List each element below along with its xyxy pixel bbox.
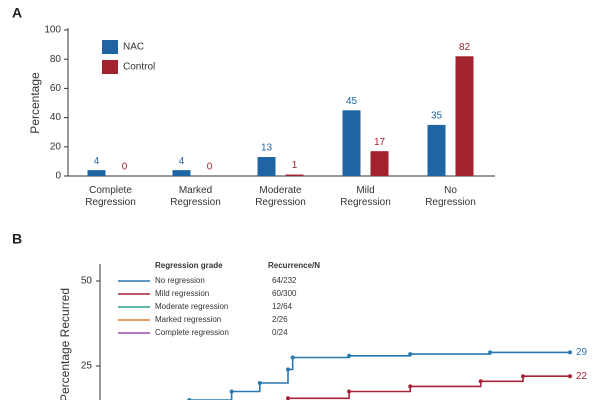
bar: [285, 174, 304, 176]
x-tick-label: Complete Regression: [85, 185, 136, 208]
y-tick-label: 80: [50, 54, 62, 65]
panel-label: A: [12, 5, 22, 21]
y-tick-label: 50: [81, 276, 93, 287]
bar: [257, 157, 276, 176]
y-tick-label: 100: [44, 25, 61, 36]
y-axis-label: Percentage: [28, 72, 42, 134]
censor-point: [568, 350, 572, 355]
data-label: 35: [431, 111, 443, 122]
x-tick-label-line: Regression: [85, 197, 136, 208]
legend-swatch: [102, 40, 118, 54]
y-tick-label: 60: [50, 83, 62, 94]
x-tick-label: Mild Regression: [340, 185, 391, 208]
data-label: 17: [374, 137, 386, 148]
legend-label: Moderate regression: [155, 302, 228, 311]
legend-value: 0/24: [272, 328, 288, 337]
data-label: 0: [122, 162, 128, 173]
step-line: [189, 351, 570, 400]
panel-label: B: [12, 231, 22, 247]
censor-point: [347, 353, 352, 358]
x-tick-label-line: Mild: [356, 185, 374, 196]
legend-header: Recurrence/N: [268, 261, 320, 270]
y-tick-label: 25: [81, 361, 93, 372]
x-tick-label-line: No: [444, 185, 457, 196]
data-label: 82: [459, 42, 471, 53]
step-line: [288, 375, 570, 400]
censor-point: [568, 374, 572, 379]
data-label: 13: [261, 143, 273, 154]
legend-label: Control: [123, 62, 155, 73]
end-label: 22: [576, 371, 588, 382]
x-tick-label: Marked Regression: [170, 185, 221, 208]
censor-point: [257, 381, 262, 385]
x-tick-label-line: Regression: [170, 197, 221, 208]
censor-point: [408, 352, 413, 357]
data-label: 45: [346, 96, 358, 107]
x-tick-label-line: Regression: [340, 197, 391, 208]
x-tick-label-line: Regression: [425, 197, 476, 208]
x-tick-label-line: Regression: [255, 197, 306, 208]
y-tick-label: 40: [50, 112, 62, 123]
data-label: 4: [94, 156, 100, 167]
legend-value: 2/26: [272, 315, 288, 324]
legend-label: Mild regression: [155, 289, 209, 298]
legend-label: No regression: [155, 276, 205, 285]
censor-point: [286, 367, 290, 372]
censor-point: [521, 374, 525, 379]
legend-label: NAC: [123, 42, 144, 53]
x-tick-label: No Regression: [425, 185, 476, 208]
y-axis-label: Percentage Recurred: [58, 288, 72, 400]
censor-point: [229, 389, 234, 394]
bar: [455, 56, 474, 176]
bar: [172, 170, 191, 176]
legend-header: Regression grade: [155, 261, 223, 270]
bar: [370, 151, 389, 176]
censor-point: [478, 379, 483, 384]
bar: [342, 110, 361, 176]
legend-value: 64/232: [272, 276, 297, 285]
x-tick-label-line: Complete: [89, 185, 132, 196]
end-label: 29: [576, 347, 588, 358]
data-label: 0: [207, 162, 213, 173]
y-tick-label: 20: [50, 141, 62, 152]
legend-label: Complete regression: [155, 328, 229, 337]
x-tick-label-line: Marked: [179, 185, 212, 196]
x-tick-label-line: Moderate: [259, 185, 302, 196]
data-label: 1: [292, 160, 298, 171]
bar: [87, 170, 106, 176]
censor-point: [290, 355, 295, 360]
bar: [427, 124, 446, 176]
legend-swatch: [102, 60, 118, 74]
censor-point: [488, 350, 493, 355]
legend-label: Marked regression: [155, 315, 221, 324]
x-tick-label: Moderate Regression: [255, 185, 306, 208]
legend-value: 60/300: [272, 289, 297, 298]
censor-point: [347, 389, 352, 394]
legend-value: 12/64: [272, 302, 293, 311]
y-tick-label: 0: [55, 171, 61, 182]
data-label: 4: [179, 156, 185, 167]
censor-point: [408, 384, 413, 389]
censor-point: [286, 396, 290, 400]
